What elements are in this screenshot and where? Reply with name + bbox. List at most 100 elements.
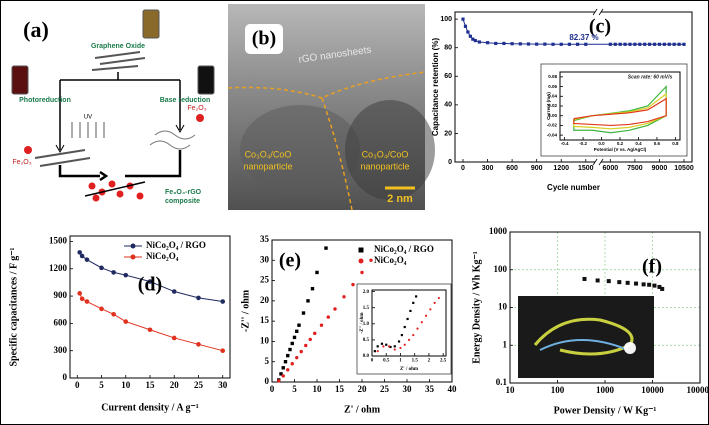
x-tick-label: 15 (146, 380, 156, 390)
marker (582, 276, 587, 281)
marker (400, 333, 403, 337)
marker (420, 321, 423, 324)
marker (324, 246, 328, 250)
marker (433, 301, 436, 304)
marker (662, 42, 666, 46)
label: Fe₂O₃ (12, 159, 31, 166)
marker (373, 350, 376, 353)
x-tick-label: 0.5 (383, 359, 390, 364)
marker (288, 347, 292, 352)
plot-frame (271, 239, 453, 383)
go-sheets (91, 51, 146, 71)
marker (196, 295, 201, 301)
label: Fe₃O₄-rGO (165, 189, 202, 196)
label-box (583, 16, 617, 40)
marker (283, 360, 288, 364)
x-tick-label: 2 (428, 359, 431, 364)
flow-lines (59, 72, 181, 150)
x-axis-label: Z' / ohm (344, 404, 381, 415)
marker (295, 355, 299, 360)
legend-label: NiCo₂O₄ / RGO (146, 240, 206, 250)
y-tick-label: 1 (503, 339, 508, 349)
y-tick-label: 25 (260, 275, 270, 285)
marker (99, 265, 104, 271)
marker (535, 42, 539, 46)
marker (613, 42, 617, 46)
marker (333, 307, 337, 311)
x-tick-label: 7500 (627, 165, 643, 172)
marker (277, 379, 281, 383)
y-tick-label: 300 (54, 345, 68, 355)
x-tick-label: 5 (292, 384, 297, 394)
marker (171, 335, 177, 341)
x-tick-label: 5 (99, 380, 104, 390)
photo (518, 296, 654, 378)
composite-sheet (84, 181, 146, 197)
marker (494, 41, 498, 46)
x-tick-label: 10 (506, 385, 516, 395)
x-axis-label: Z' / ohm (400, 367, 419, 372)
marker (399, 346, 402, 350)
y-tick-label: 1500 (49, 236, 68, 246)
marker (584, 42, 588, 46)
y-tick-label: 20 (444, 130, 452, 137)
legend-marker (130, 254, 136, 260)
y-tick-label: 0.5 (363, 338, 370, 343)
uv-rays (71, 122, 105, 138)
marker (84, 257, 90, 262)
x-tick-label: 20 (358, 384, 368, 394)
reduced-sheets (34, 149, 91, 167)
y-axis-label: Energy Density / Wh Kg⁻¹ (471, 251, 482, 364)
marker (281, 374, 285, 378)
x-tick-label: 0 (270, 384, 275, 394)
label: UV (84, 115, 92, 121)
y-axis-label: -Z'' / ohm (240, 289, 251, 332)
marker (647, 282, 652, 287)
x-tick-label: 0 (371, 359, 374, 364)
x-tick-label: 10 (313, 384, 323, 394)
marker (477, 40, 481, 44)
marker (641, 282, 646, 287)
marker (526, 42, 531, 46)
plot-frame (371, 289, 447, 357)
marker (468, 34, 472, 38)
marker (623, 42, 627, 46)
x-tick-label: 0.2 (617, 141, 624, 146)
marker (77, 250, 82, 255)
marker (424, 314, 428, 317)
marker (648, 42, 652, 46)
x-tick-label: 1.5 (412, 359, 419, 364)
marker (99, 306, 104, 312)
x-tick-label: 15 (335, 384, 345, 394)
x-tick-label: 35 (425, 384, 435, 394)
y-axis-label: Current (mA) (546, 92, 551, 120)
marker (559, 42, 563, 46)
x-axis-label: Current density / A g⁻¹ (101, 402, 199, 413)
label: Co₃O₄/CoO (245, 149, 292, 159)
marker (638, 42, 642, 46)
legend-marker (358, 258, 364, 264)
y-tick-label: 600 (54, 317, 68, 327)
panel-label: (f) (642, 256, 662, 278)
x-tick-label: -0.4 (561, 141, 569, 146)
marker (415, 295, 418, 298)
x-tick-label: 0 (461, 165, 465, 172)
merge-arrows (58, 150, 182, 182)
y-tick-label: -0.04 (547, 132, 558, 137)
marker (286, 368, 290, 372)
marker (518, 42, 522, 46)
marker (319, 323, 324, 327)
y-tick-label: 20 (260, 295, 270, 305)
marker (677, 42, 681, 46)
y-tick-label: 35 (260, 234, 270, 244)
marker (652, 283, 657, 288)
x-tick-label: 25 (380, 384, 390, 394)
base-vial (197, 65, 215, 95)
marker (308, 337, 312, 342)
marker (351, 282, 355, 287)
y-tick-label: 100 (494, 264, 508, 274)
y-tick-label: 1.0 (363, 322, 370, 327)
marker (79, 253, 85, 259)
